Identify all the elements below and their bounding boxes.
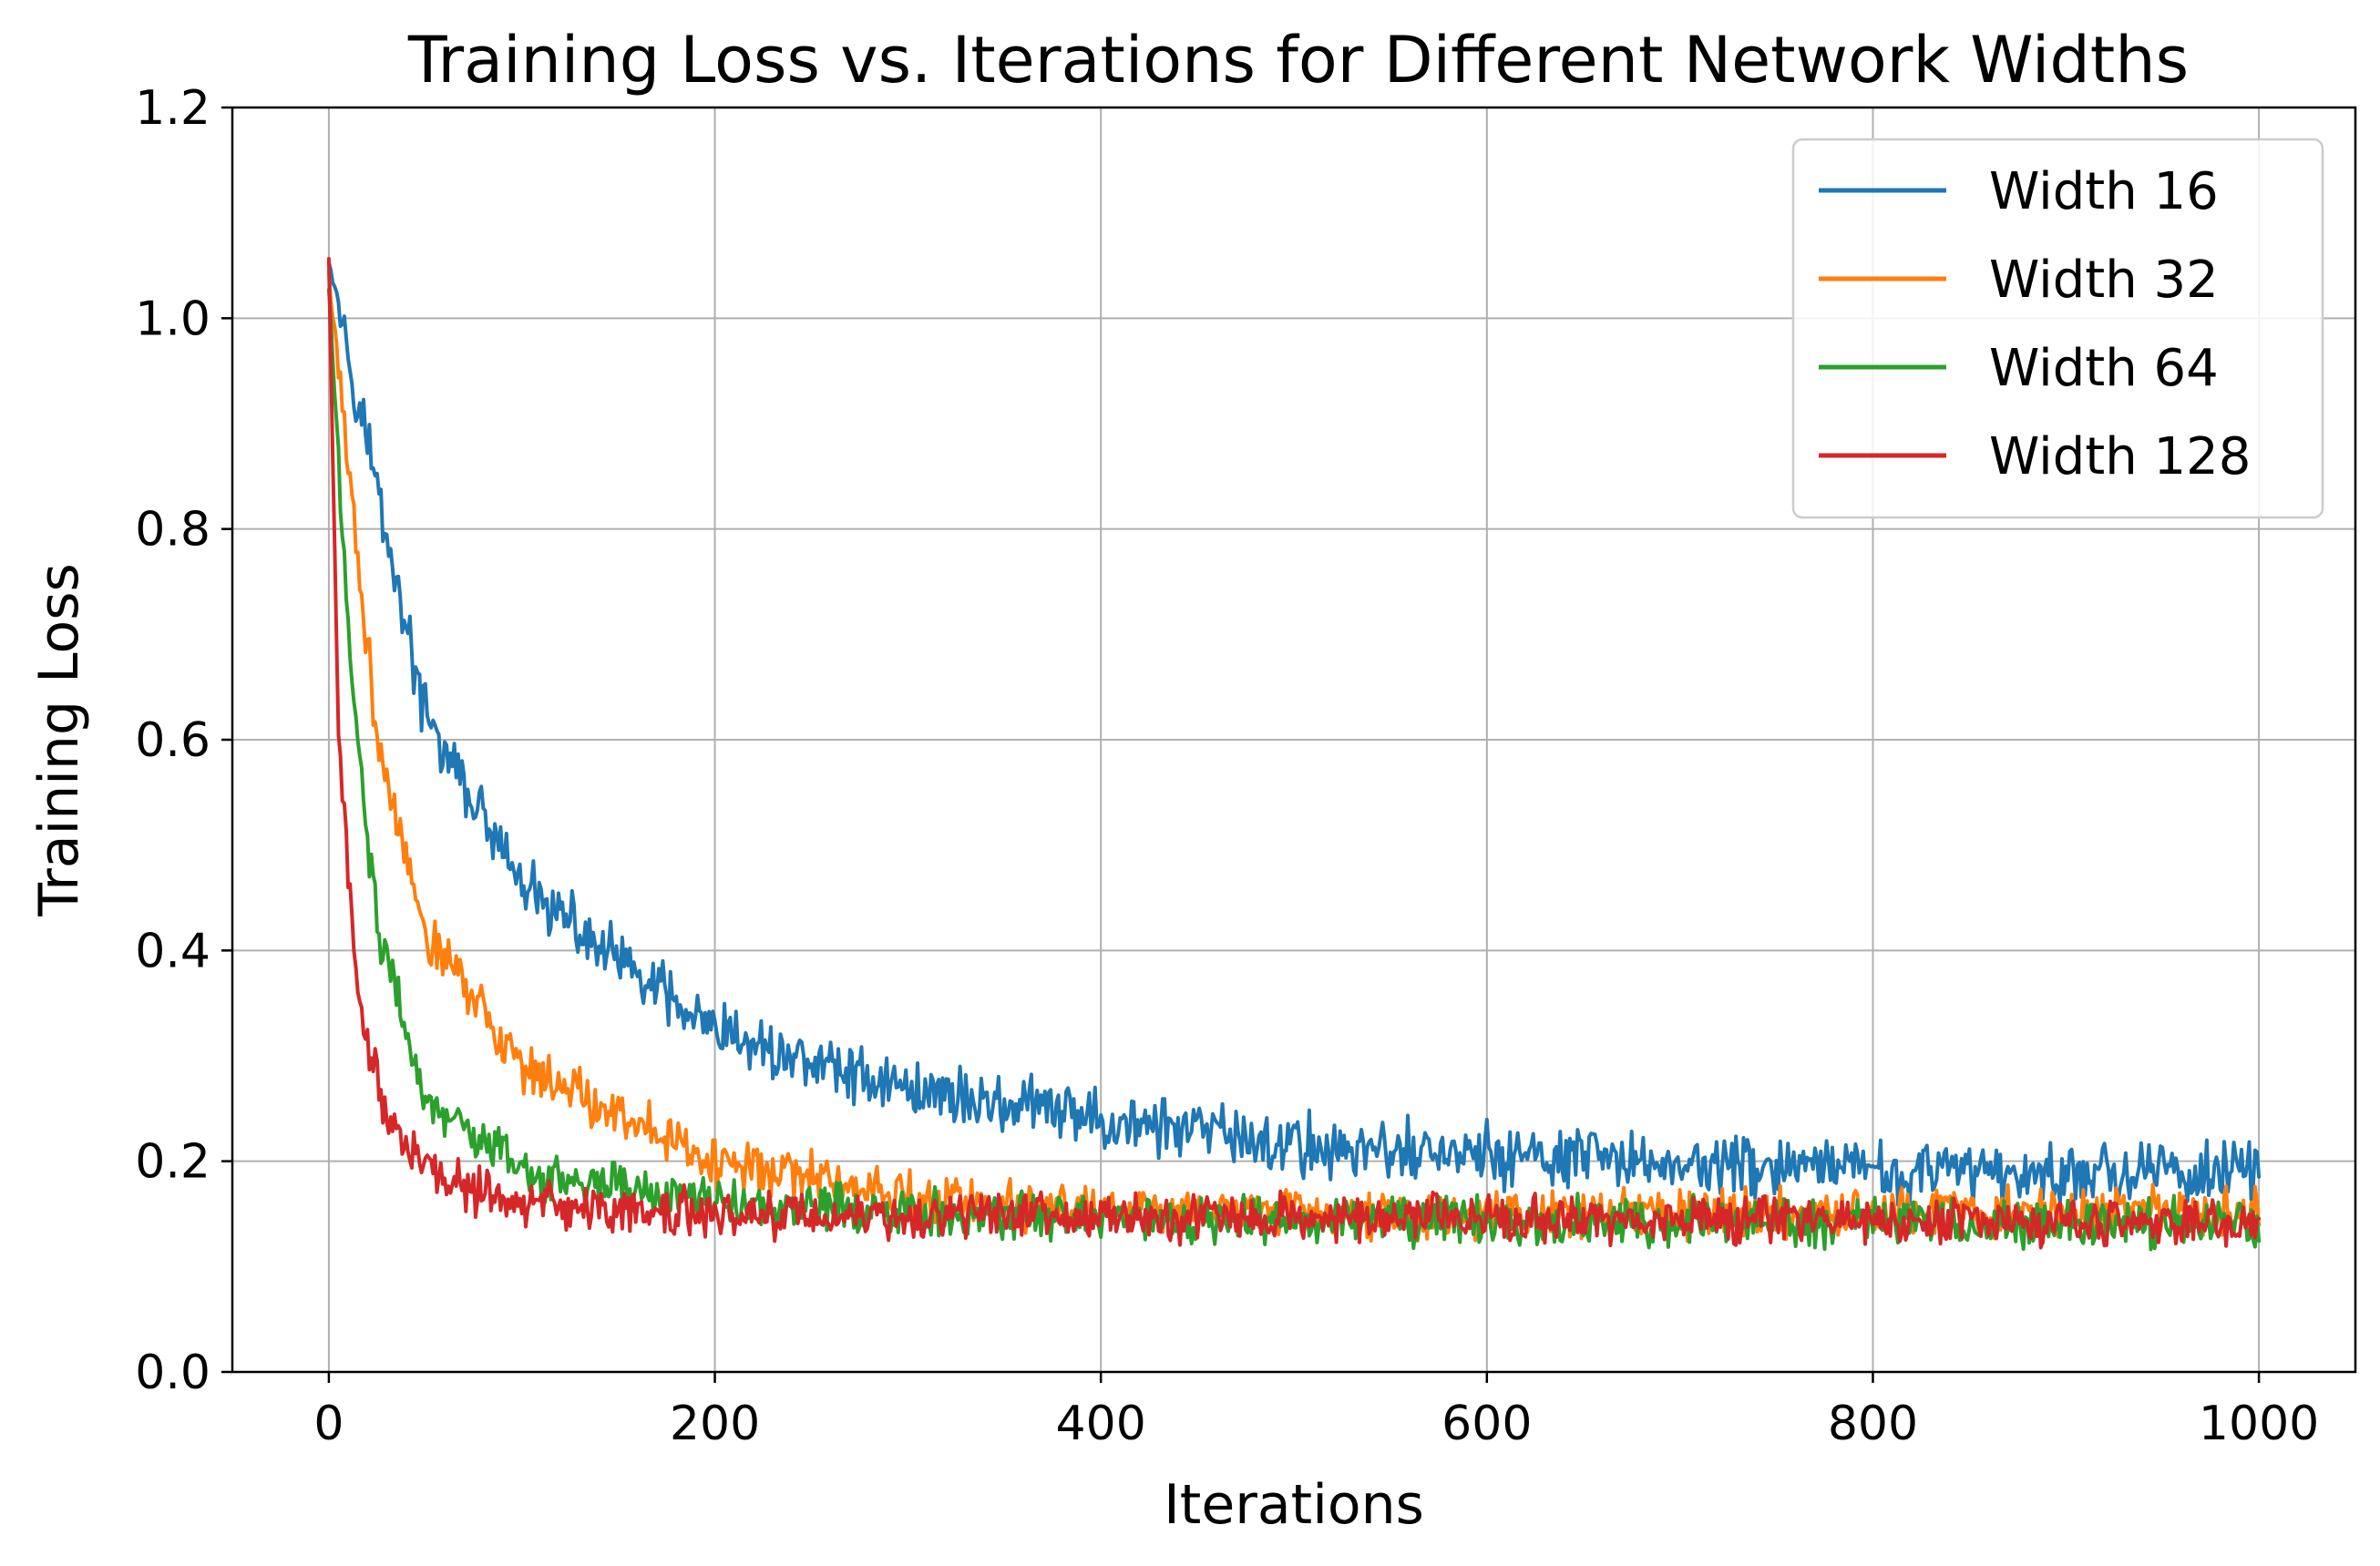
y-axis: 0.0 0.2 0.4 0.6 0.8 1.0 1.2 [135,81,232,1400]
x-tick-label: 400 [1056,1397,1146,1451]
legend-label: Width 128 [1989,427,2251,486]
x-tick-label: 1000 [2199,1397,2319,1451]
y-axis-label: Training Loss [27,563,91,916]
legend-label: Width 16 [1989,162,2219,221]
x-tick-label: 0 [313,1397,344,1451]
series-line-width-16 [326,260,2262,1208]
y-tick-label: 1.2 [135,81,210,136]
x-axis: 0 200 400 600 800 1000 [313,1372,2319,1451]
x-tick-label: 200 [670,1397,760,1451]
legend: Width 16 Width 32 Width 64 Width 128 [1791,138,2324,519]
x-axis-label: Iterations [1164,1473,1424,1537]
y-tick-label: 0.8 [135,503,210,558]
y-tick-label: 0.2 [135,1135,210,1190]
legend-box [1791,138,2324,519]
legend-label: Width 32 [1989,251,2219,310]
y-tick-label: 0.6 [135,713,210,768]
y-tick-label: 1.0 [135,292,210,346]
x-tick-label: 600 [1441,1397,1532,1451]
y-tick-label: 0.0 [135,1346,210,1400]
series-layer [326,257,2262,1252]
y-tick-label: 0.4 [135,924,210,978]
chart-title: Training Loss vs. Iterations for Differe… [407,23,2189,97]
series-line-width-128 [326,257,2262,1250]
x-tick-label: 800 [1828,1397,1918,1451]
legend-label: Width 64 [1989,339,2219,398]
